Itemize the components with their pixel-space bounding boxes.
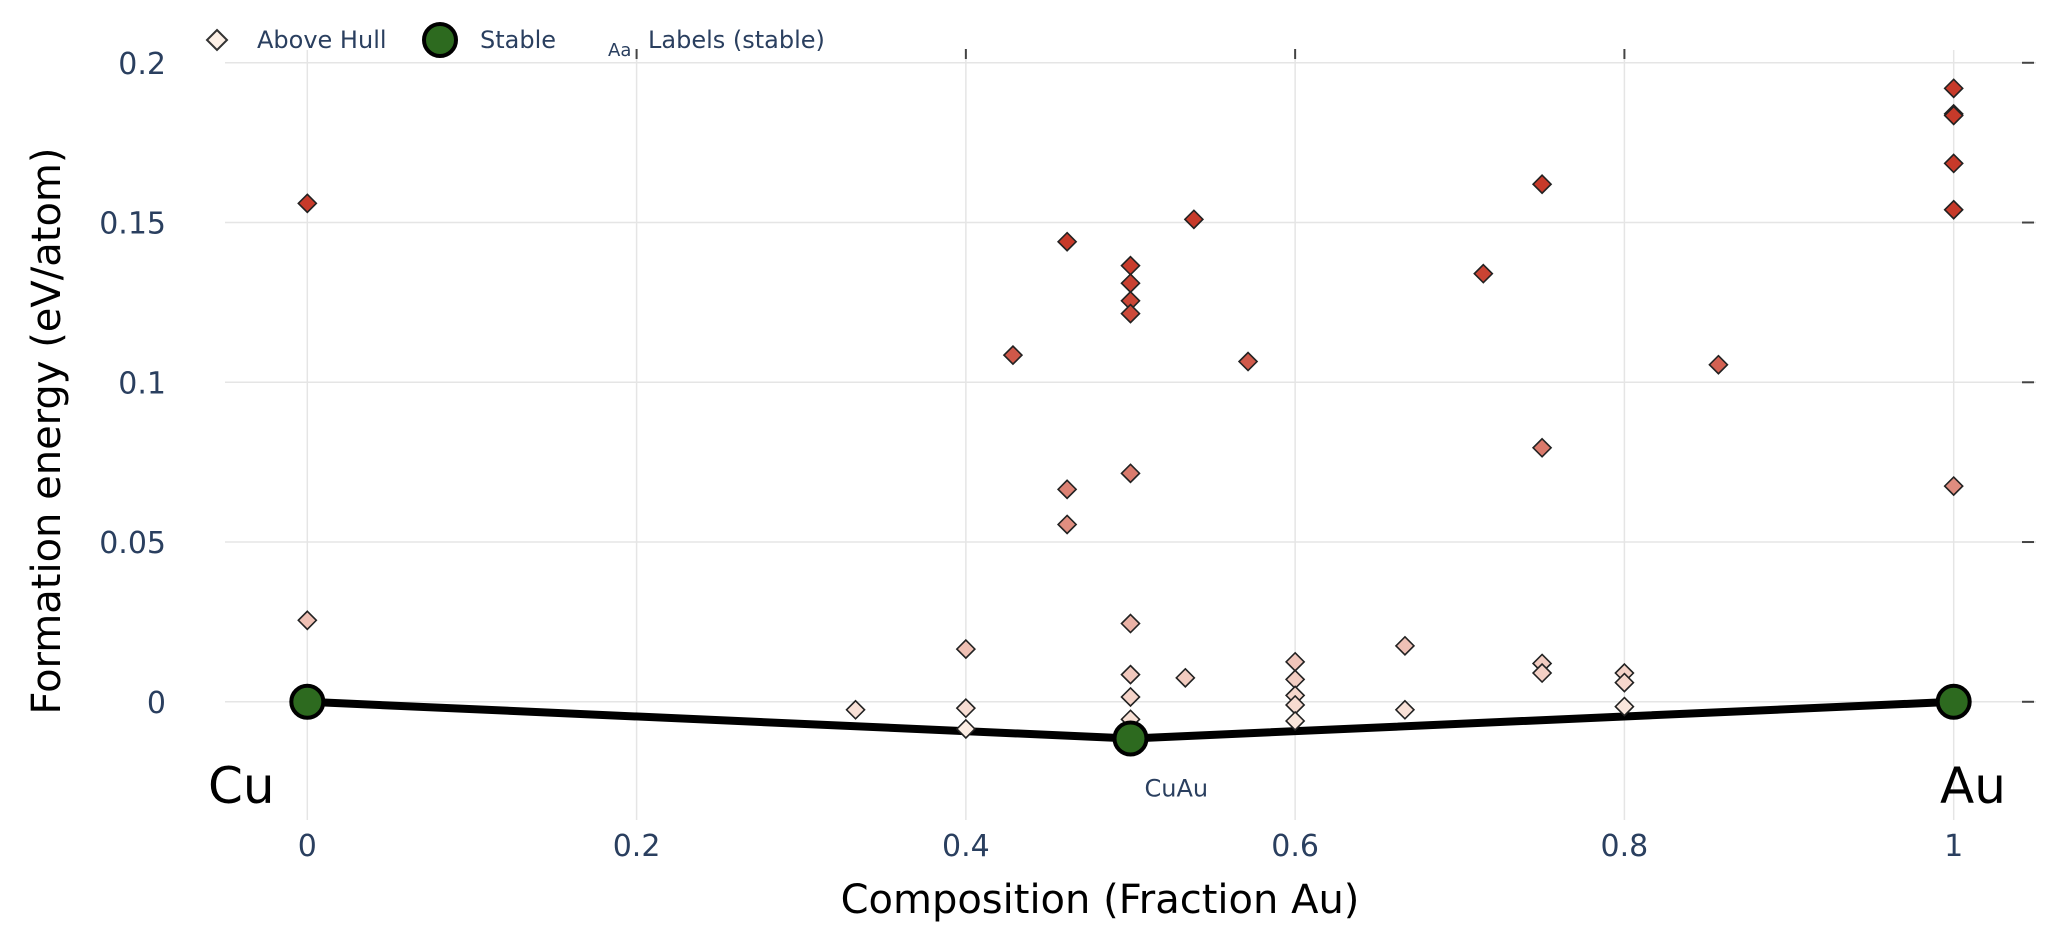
- stable-series: [289, 683, 1972, 757]
- grid: [225, 50, 2036, 820]
- above-hull-point: [1183, 209, 1205, 230]
- above-hull-point: [1120, 664, 1141, 685]
- above-hull-point: [1394, 635, 1416, 657]
- x-tick-label: 0.6: [1271, 829, 1319, 864]
- above-hull-point: [955, 698, 976, 719]
- y-tick-label: 0.2: [118, 47, 166, 82]
- above-hull-point: [955, 718, 976, 740]
- above-hull-point: [1473, 263, 1494, 284]
- legend-stable-marker: [422, 22, 458, 58]
- y-gridlines: [225, 62, 2036, 703]
- x-tick-label: 0.2: [613, 829, 661, 864]
- y-tick-label: 0.15: [99, 207, 166, 242]
- above-hull-point: [1056, 231, 1078, 252]
- above-hull-point: [1056, 514, 1078, 535]
- y-axis-title: Formation energy (eV/atom): [24, 148, 70, 715]
- stable-point-label: CuAu: [1145, 775, 1209, 803]
- legend-above-hull-label: Above Hull: [257, 26, 387, 54]
- x-axis-title: Composition (Fraction Au): [841, 877, 1360, 923]
- x-tick-labels: 0 0.2 0.4 0.6 0.8 1: [298, 829, 1963, 864]
- above-hull-point: [1175, 667, 1196, 688]
- x-tick-label: 0.8: [1601, 829, 1649, 864]
- y-tick-label: 0: [147, 686, 166, 721]
- above-hull-point: [1120, 255, 1141, 276]
- above-hull-point: [1285, 710, 1306, 732]
- above-hull-point: [1120, 273, 1141, 294]
- legend-stable-label: Stable: [480, 26, 556, 54]
- above-hull-point: [1614, 672, 1635, 693]
- right-end-label: Au: [1940, 757, 2006, 815]
- above-hull-point: [1056, 479, 1078, 500]
- above-hull-point: [1120, 303, 1141, 324]
- left-end-label: Cu: [208, 757, 275, 815]
- above-hull-point: [1708, 354, 1729, 375]
- above-hull-point: [297, 610, 318, 631]
- above-hull-point: [1285, 651, 1306, 672]
- above-hull-point: [297, 193, 318, 214]
- above-hull-point: [1237, 351, 1259, 372]
- stable-point: [1112, 720, 1149, 757]
- text-icon: Aa: [608, 40, 631, 61]
- axis-ticks: [635, 49, 2034, 703]
- above-hull-point: [1120, 686, 1141, 708]
- above-hull-point: [1120, 613, 1141, 634]
- legend-labels-label: Labels (stable): [648, 26, 825, 54]
- legend-item-stable[interactable]: Stable: [422, 22, 556, 58]
- above-hull-point: [1943, 78, 1964, 99]
- y-tick-label: 0.05: [99, 526, 166, 561]
- legend-above-hull-marker: [205, 28, 229, 52]
- above-hull-point: [1943, 475, 1964, 497]
- above-hull-point: [955, 638, 976, 660]
- legend-item-above-hull[interactable]: Above Hull: [205, 26, 387, 54]
- above-hull-point: [1943, 153, 1964, 174]
- above-hull-point: [1120, 463, 1141, 484]
- above-hull-series: [297, 78, 1964, 740]
- above-hull-point: [1531, 437, 1553, 458]
- above-hull-point: [1531, 174, 1553, 195]
- above-hull-point: [1943, 199, 1964, 220]
- legend: Above Hull Stable Aa Labels (stable): [205, 22, 825, 61]
- x-tick-label: 1: [1944, 829, 1963, 864]
- above-hull-point: [1531, 662, 1553, 684]
- x-tick-label: 0: [298, 829, 317, 864]
- x-tick-label: 0.4: [942, 829, 990, 864]
- above-hull-point: [1394, 699, 1416, 720]
- stable-point-labels: CuAu: [1145, 775, 1209, 803]
- above-hull-point: [1943, 105, 1964, 126]
- stable-point: [289, 683, 326, 720]
- y-tick-label: 0.1: [118, 366, 166, 401]
- y-tick-labels: 0 0.05 0.1 0.15 0.2: [99, 47, 166, 721]
- stable-point: [1935, 683, 1972, 720]
- above-hull-point: [1002, 344, 1024, 366]
- above-hull-point: [1614, 696, 1635, 717]
- legend-item-labels[interactable]: Aa Labels (stable): [608, 26, 825, 61]
- above-hull-point: [845, 699, 866, 720]
